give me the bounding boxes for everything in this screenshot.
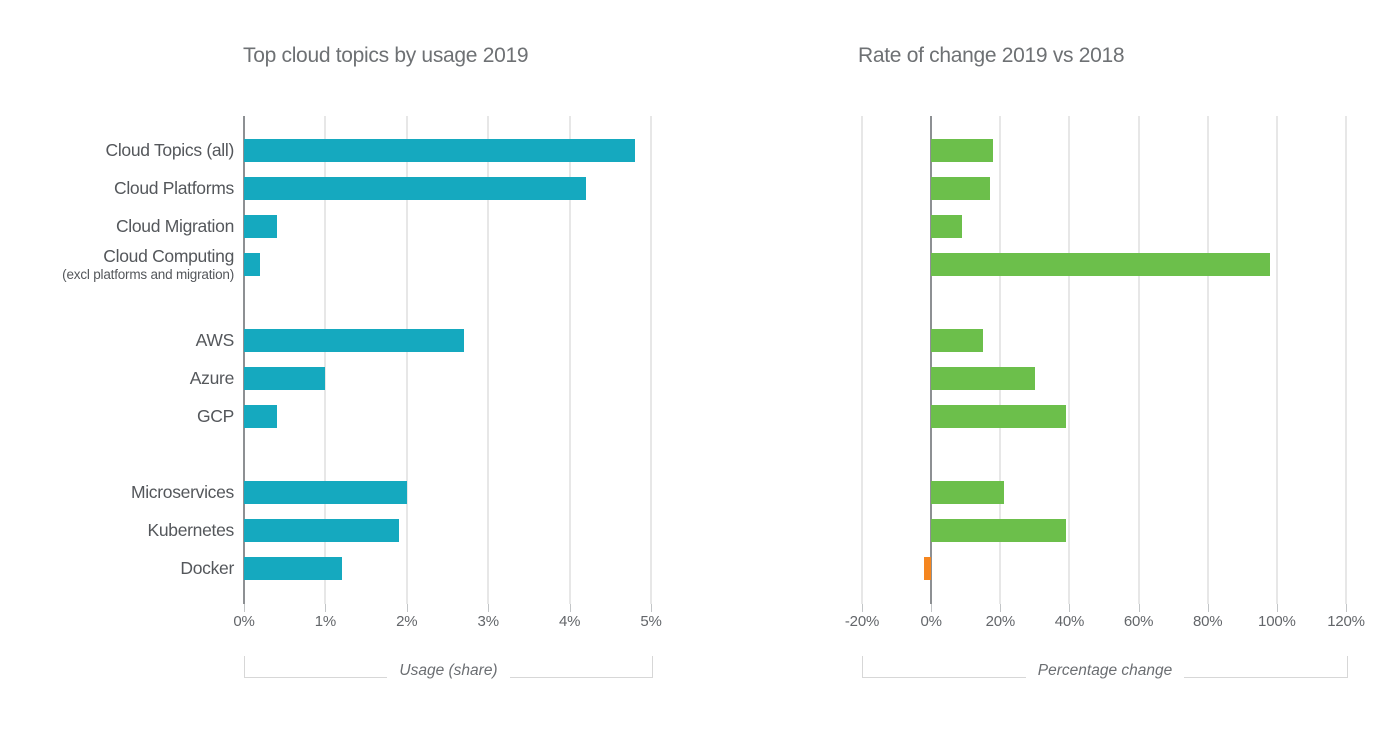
category-label-text: Cloud Platforms <box>114 177 234 198</box>
axis-tick-mark <box>325 604 327 612</box>
x-tick-label: 40% <box>1054 613 1085 630</box>
category-label-text: Docker <box>180 557 234 578</box>
category-label-text: Cloud Migration <box>115 215 234 236</box>
gridline <box>999 116 1002 604</box>
axis-tick-mark <box>1346 604 1347 612</box>
axis-tick-mark <box>569 604 571 612</box>
bar-azure <box>931 367 1035 390</box>
bar-microservices <box>931 481 1004 504</box>
category-label-text: Azure <box>189 367 235 388</box>
category-label-text: AWS <box>195 329 235 350</box>
bar-docker <box>924 557 932 580</box>
x-tick-label: -20% <box>844 613 880 630</box>
x-tick-label: 20% <box>985 613 1016 630</box>
gridline <box>861 116 863 604</box>
x-tick-label: 0% <box>920 613 942 630</box>
bar-cloud-migration <box>931 215 963 238</box>
x-tick-label: 4% <box>558 613 581 630</box>
category-label-text: Cloud Topics (all) <box>105 139 235 160</box>
axis-bracket-line <box>245 677 388 678</box>
gridline <box>487 116 490 604</box>
bar-gcp <box>931 405 1066 428</box>
axis-tick-mark <box>1000 604 1002 612</box>
zero-axis-line <box>243 116 245 604</box>
bar-cloud-topics-all <box>931 139 994 162</box>
x-tick-label: 2% <box>396 613 418 630</box>
x-tick-label: 3% <box>477 613 499 630</box>
gridline <box>1137 116 1140 604</box>
gridline <box>324 116 327 604</box>
x-tick-label: 80% <box>1192 613 1223 630</box>
usage-chart-title: Top cloud topics by usage 2019 <box>243 44 529 67</box>
usage-axis-bracket: Usage (share) <box>244 656 653 679</box>
bar-aws <box>931 329 983 352</box>
x-tick-label: 5% <box>640 613 662 630</box>
axis-tick-mark <box>1207 604 1209 612</box>
gridline <box>405 116 408 604</box>
axis-bracket-line <box>1184 677 1347 678</box>
x-tick-label: 100% <box>1258 613 1296 630</box>
category-label: Cloud Platforms <box>0 177 234 200</box>
category-label: Docker <box>0 557 234 580</box>
gridline <box>1206 116 1209 604</box>
bar-cloud-computing <box>931 253 1270 276</box>
category-label: AWS <box>0 329 235 352</box>
bar-cloud-computing <box>244 253 261 276</box>
bar-cloud-migration <box>244 215 277 238</box>
bar-cloud-platforms <box>931 177 990 200</box>
category-label: Azure <box>0 367 235 390</box>
bar-cloud-topics-all <box>244 139 635 162</box>
bar-kubernetes <box>931 519 1066 542</box>
bar-kubernetes <box>244 519 399 542</box>
category-label-text: GCP <box>196 405 234 426</box>
category-label: Cloud Computing (excl platforms and migra… <box>0 246 234 282</box>
usage-axis-label: Usage (share) <box>399 662 498 679</box>
bar-microservices <box>244 481 407 504</box>
category-label-text: Cloud Computing <box>103 245 234 266</box>
axis-tick-mark <box>244 604 245 612</box>
category-label: Microservices <box>0 481 234 504</box>
gridline <box>1068 116 1071 604</box>
axis-tick-mark <box>1276 604 1278 612</box>
axis-bracket-line <box>509 677 652 678</box>
rate-chart-title: Rate of change 2019 vs 2018 <box>858 44 1125 67</box>
gridline <box>1275 116 1278 604</box>
bar-gcp <box>244 405 277 428</box>
bar-cloud-platforms <box>244 177 586 200</box>
axis-bracket-line <box>863 677 1026 678</box>
axis-tick-mark <box>1069 604 1071 612</box>
bar-azure <box>244 367 326 390</box>
x-tick-label: 60% <box>1123 613 1154 630</box>
gridline <box>568 116 571 604</box>
axis-tick-mark <box>651 604 652 612</box>
category-label-text: Kubernetes <box>147 519 234 540</box>
rate-axis-bracket: Percentage change <box>862 656 1348 679</box>
gridline <box>1345 116 1347 604</box>
rate-axis-label: Percentage change <box>1037 662 1173 679</box>
x-tick-label: 0% <box>233 613 255 630</box>
x-tick-label: 1% <box>314 613 337 630</box>
category-label: Cloud Topics (all) <box>0 139 235 162</box>
zero-axis-line <box>930 116 933 604</box>
category-label: Cloud Migration <box>0 215 234 238</box>
category-label-text: Microservices <box>130 481 234 502</box>
category-label: Kubernetes <box>0 519 234 542</box>
axis-tick-mark <box>406 604 408 612</box>
x-tick-label: 120% <box>1327 613 1365 630</box>
category-label: GCP <box>0 405 234 428</box>
gridline <box>650 116 652 604</box>
axis-tick-mark <box>931 604 933 612</box>
bar-docker <box>244 557 342 580</box>
axis-tick-mark <box>488 604 490 612</box>
bar-aws <box>244 329 464 352</box>
category-sublabel-text: (excl platforms and migration) <box>62 267 234 283</box>
axis-tick-mark <box>862 604 863 612</box>
axis-tick-mark <box>1138 604 1140 612</box>
